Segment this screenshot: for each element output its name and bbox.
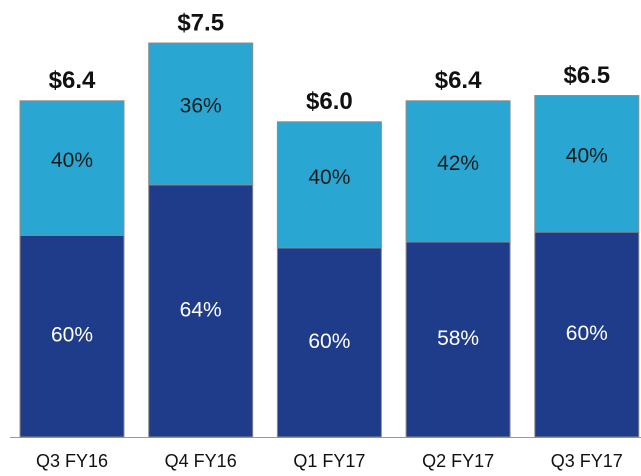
bar-segment <box>405 100 511 243</box>
bar-segment <box>19 234 125 438</box>
segment-label: 42% <box>437 152 479 175</box>
bar-segment <box>148 42 254 186</box>
segment-label: 40% <box>51 149 93 172</box>
total-label: $7.5 <box>177 9 224 36</box>
total-label: $6.4 <box>49 67 96 94</box>
total-label: $6.4 <box>435 67 482 94</box>
bar-segment <box>19 100 125 236</box>
bar-segment <box>534 231 640 438</box>
segment-label: 58% <box>437 327 479 350</box>
total-label: $6.0 <box>306 88 353 115</box>
bar-segment <box>276 121 382 249</box>
bar-segment <box>148 184 254 438</box>
bar-segment <box>276 247 382 438</box>
x-tick-label: Q3 FY16 <box>36 451 108 471</box>
segment-label: 36% <box>180 94 222 117</box>
segment-label: 60% <box>566 322 608 345</box>
segment-label: 40% <box>566 145 608 168</box>
segment-label: 60% <box>308 330 350 353</box>
x-tick-label: Q4 FY16 <box>165 451 237 471</box>
bar-segment <box>534 95 640 233</box>
segment-label: 64% <box>180 298 222 321</box>
x-tick-label: Q1 FY17 <box>293 451 365 471</box>
bar-segment <box>405 241 511 438</box>
segment-label: 40% <box>308 166 350 189</box>
segment-label: 60% <box>51 324 93 347</box>
x-tick-label: Q2 FY17 <box>422 451 494 471</box>
x-tick-label: Q3 FY17 <box>551 451 623 471</box>
total-label: $6.5 <box>563 62 610 89</box>
